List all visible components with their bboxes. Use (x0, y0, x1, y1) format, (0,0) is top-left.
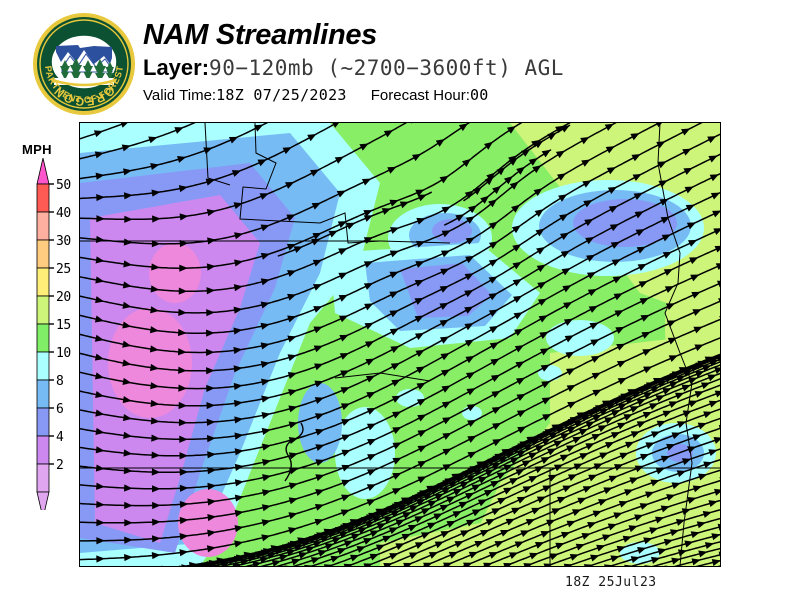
title-block: NAM Streamlines Layer:90−120mb (~2700−36… (143, 18, 564, 106)
colorbar-tick-15: 15 (56, 318, 71, 333)
colorbar-tick-20: 20 (56, 290, 71, 305)
legend-units-label: MPH (22, 142, 52, 157)
colorbar-tick-40: 40 (56, 206, 71, 221)
colorbar-tick-25: 25 (56, 262, 71, 277)
forecast-hour-label: Forecast Hour: (370, 87, 470, 104)
layer-value: 90−120mb (~2700−3600ft) AGL (209, 56, 564, 80)
map-timestamp: 18Z 25Jul23 (565, 575, 657, 590)
nam-streamline-map[interactable] (79, 122, 721, 567)
valid-time-line: Valid Time:18Z 07/25/2023 Forecast Hour:0… (143, 85, 564, 106)
oregon-forestry-seal-icon: OREGON DEPARTMENT OF FORESTRY (32, 12, 135, 115)
colorbar: 50 40 30 25 20 15 10 8 6 4 2 (29, 158, 75, 510)
layer-line: Layer:90−120mb (~2700−3600ft) AGL (143, 54, 564, 82)
colorbar-tick-2: 2 (56, 458, 63, 473)
colorbar-tick-50: 50 (56, 178, 71, 193)
colorbar-tick-4: 4 (56, 430, 64, 445)
colorbar-tick-8: 8 (56, 374, 63, 389)
valid-time-label: Valid Time: (143, 87, 217, 104)
colorbar-tick-6: 6 (56, 402, 63, 417)
page-header: OREGON DEPARTMENT OF FORESTRY NAM Stream… (0, 0, 800, 118)
layer-label: Layer: (143, 55, 210, 80)
colorbar-tick-30: 30 (56, 234, 71, 249)
colorbar-tick-10: 10 (56, 346, 71, 361)
page-title: NAM Streamlines (143, 19, 378, 51)
wind-speed-legend: MPH 50 40 30 25 20 15 10 8 6 4 2 (8, 134, 76, 514)
valid-time-value: 18Z 07/25/2023 (216, 86, 347, 104)
forecast-hour-value: 00 (469, 86, 489, 104)
